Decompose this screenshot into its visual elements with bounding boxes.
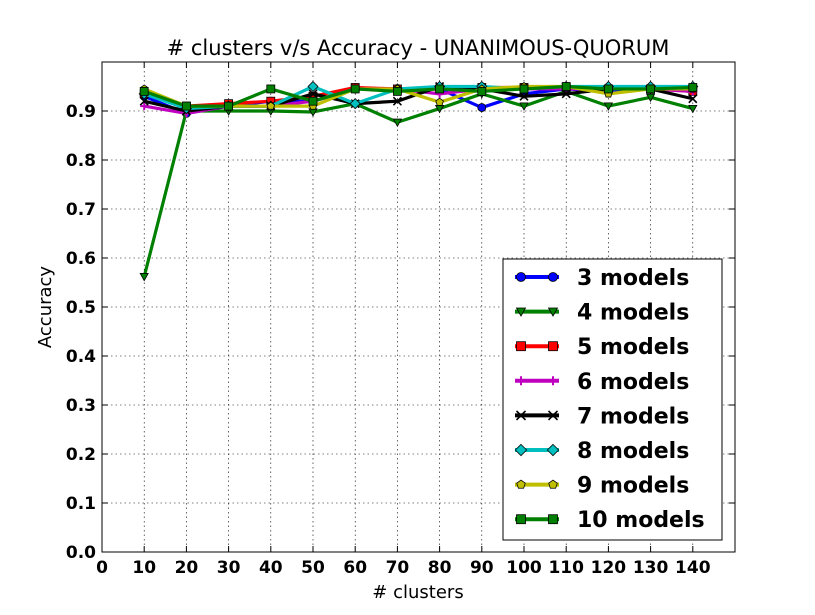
data-point-marker	[689, 83, 697, 91]
chart-title: # clusters v/s Accuracy - UNANIMOUS-QUOR…	[167, 36, 670, 60]
data-point-marker	[182, 102, 190, 110]
x-tick-label: 130	[633, 558, 669, 578]
legend-label: 7 models	[577, 404, 689, 429]
series-layer	[139, 82, 698, 281]
data-point-marker	[549, 273, 558, 282]
x-tick-label: 40	[259, 558, 283, 578]
data-point-marker	[140, 273, 148, 280]
data-point-marker	[549, 515, 558, 524]
data-point-marker	[520, 85, 528, 93]
data-point-marker	[225, 102, 233, 110]
data-point-marker	[436, 98, 444, 105]
x-tick-label: 100	[506, 558, 542, 578]
y-tick-label: 0.0	[66, 543, 96, 563]
data-point-marker	[517, 515, 526, 524]
legend-label: 8 models	[577, 439, 689, 464]
data-point-marker	[351, 85, 359, 93]
y-tick-label: 0.4	[66, 347, 96, 367]
x-axis-label: # clusters	[372, 582, 463, 603]
x-tick-label: 20	[175, 558, 199, 578]
legend: 3 models 4 models 5 models 6 models 7 models…	[503, 259, 722, 540]
y-tick-label: 0.5	[66, 298, 96, 318]
series-6	[139, 82, 698, 114]
legend-label: 3 models	[577, 266, 689, 291]
data-point-marker	[140, 87, 148, 95]
y-tick-label: 0.7	[66, 200, 96, 220]
data-point-marker	[517, 273, 526, 282]
legend-label: 9 models	[577, 474, 689, 499]
y-tick-label: 0.6	[66, 249, 96, 269]
x-tick-label: 110	[548, 558, 584, 578]
data-point-marker	[309, 97, 317, 105]
x-tick-label: 50	[301, 558, 325, 578]
data-point-marker	[647, 85, 655, 93]
y-tick-label: 0.3	[66, 396, 96, 416]
x-tick-label: 10	[132, 558, 156, 578]
y-tick-label: 0.2	[66, 445, 96, 465]
y-tick-label: 0.1	[66, 494, 96, 514]
legend-label: 10 models	[577, 508, 705, 533]
x-tick-label: 80	[428, 558, 452, 578]
series-2	[140, 88, 697, 280]
data-point-marker	[562, 83, 570, 91]
data-point-marker	[549, 342, 558, 351]
data-point-marker	[604, 85, 612, 93]
data-point-marker	[393, 87, 401, 95]
data-point-marker	[436, 85, 444, 93]
data-point-marker	[517, 342, 526, 351]
legend-label: 5 models	[577, 335, 689, 360]
data-point-marker	[267, 85, 275, 93]
data-point-marker	[478, 87, 486, 95]
x-tick-label: 60	[343, 558, 367, 578]
y-tick-label: 0.9	[66, 102, 96, 122]
x-tick-label: 0	[96, 558, 108, 578]
x-tick-label: 90	[470, 558, 494, 578]
legend-label: 6 models	[577, 370, 689, 395]
x-tick-label: 70	[386, 558, 410, 578]
x-tick-label: 140	[675, 558, 711, 578]
legend-label: 4 models	[577, 301, 689, 326]
x-tick-label: 120	[591, 558, 627, 578]
data-point-marker	[478, 104, 486, 112]
y-axis-label: Accuracy	[35, 266, 56, 349]
x-tick-label: 30	[217, 558, 241, 578]
series-line	[144, 91, 693, 276]
y-tick-label: 0.8	[66, 151, 96, 171]
